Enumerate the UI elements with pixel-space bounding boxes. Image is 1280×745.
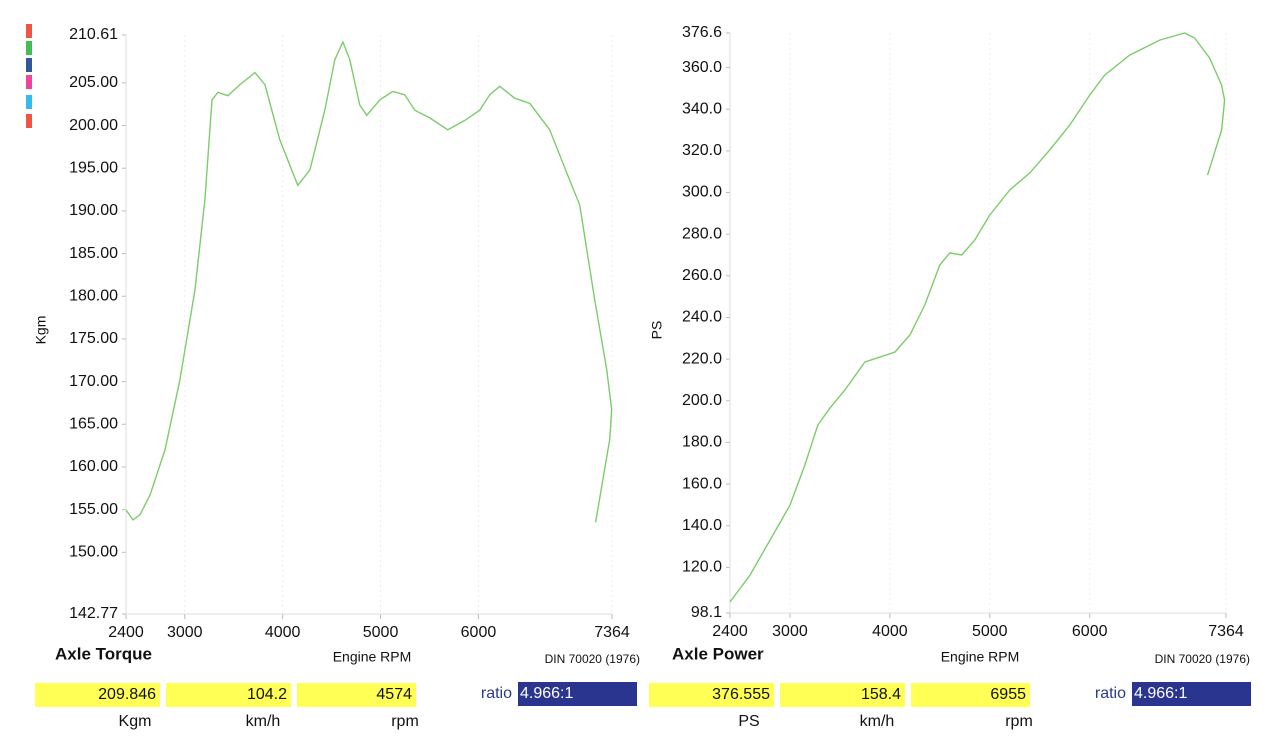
readout-value: 376.555 xyxy=(712,686,770,703)
y-tick-label: 280.0 xyxy=(682,225,722,242)
x-tick-label: 2400 xyxy=(108,624,144,641)
y-tick-label: 160.00 xyxy=(69,458,118,475)
y-tick-label: 180.0 xyxy=(682,434,722,451)
x-tick-label: 3000 xyxy=(167,624,203,641)
y-tick-label: 320.0 xyxy=(682,142,722,159)
chart: 2400 3000 4000 5000 6000 7364 98.1 120.0 140.0 16… xyxy=(649,24,1250,666)
curve xyxy=(729,32,1226,603)
chart-title: Axle Torque xyxy=(55,644,152,663)
readout-box xyxy=(780,683,905,707)
readout-unit: km/h xyxy=(860,713,895,730)
ratio-label: ratio xyxy=(481,685,512,702)
y-tick-label: 165.00 xyxy=(69,415,118,432)
readout-box xyxy=(166,683,291,707)
channel-swatches xyxy=(26,24,32,128)
y-tick-label: 200.00 xyxy=(69,117,118,134)
y-tick-label: 260.0 xyxy=(682,267,722,284)
y-tick-label: 340.0 xyxy=(682,100,722,117)
y-tick-label: 300.0 xyxy=(682,184,722,201)
y-tick-label: 142.77 xyxy=(69,605,118,622)
y-tick-label: 200.0 xyxy=(682,392,722,409)
y-tick-label: 180.00 xyxy=(69,287,118,304)
y-tick-label: 155.00 xyxy=(69,501,118,518)
swatch xyxy=(26,114,32,128)
readout-value: 4574 xyxy=(376,686,412,703)
x-tick-label: 3000 xyxy=(772,623,808,640)
x-axis-label: Engine RPM xyxy=(941,649,1020,665)
readout-value: 209.846 xyxy=(98,686,156,703)
ratio-label: ratio xyxy=(1095,685,1126,702)
readout-unit: km/h xyxy=(246,713,281,730)
y-tick-label: 195.00 xyxy=(69,159,118,176)
y-tick-label: 190.00 xyxy=(69,202,118,219)
y-axis-label: Kgm xyxy=(33,316,49,345)
y-tick-label: 120.0 xyxy=(682,559,722,576)
readout-unit: rpm xyxy=(391,713,419,730)
chart-title: Axle Power xyxy=(672,644,764,663)
readout-unit: rpm xyxy=(1005,713,1033,730)
x-tick-label: 6000 xyxy=(1072,623,1108,640)
y-tick-label: 205.00 xyxy=(69,74,118,91)
x-tick-label: 4000 xyxy=(872,623,908,640)
x-axis-label: Engine RPM xyxy=(333,649,412,665)
readout-value: 104.2 xyxy=(247,686,287,703)
x-tick-label: 6000 xyxy=(461,624,497,641)
readout-panel: 376.555 PS 158.4 km/h 6955 rpm ratio 4.966:1 xyxy=(649,682,1251,730)
y-tick-label: 376.6 xyxy=(682,24,722,41)
curve xyxy=(125,40,613,523)
x-tick-label: 2400 xyxy=(712,623,748,640)
standard-note: DIN 70020 (1976) xyxy=(1155,652,1250,666)
x-tick-label: 7364 xyxy=(594,624,630,641)
readout-box xyxy=(911,683,1030,707)
standard-note: DIN 70020 (1976) xyxy=(545,652,640,666)
readout-box xyxy=(35,683,160,707)
readout-unit: PS xyxy=(738,713,759,730)
ratio-value: 4.966:1 xyxy=(1134,685,1187,702)
y-tick-label: 240.0 xyxy=(682,309,722,326)
swatch xyxy=(26,41,32,55)
y-tick-label: 175.00 xyxy=(69,330,118,347)
y-tick-label: 170.00 xyxy=(69,373,118,390)
y-tick-label: 160.0 xyxy=(682,475,722,492)
y-tick-label: 98.1 xyxy=(691,604,722,621)
swatch xyxy=(26,95,32,109)
y-tick-label: 210.61 xyxy=(69,26,118,43)
readout-box xyxy=(297,683,416,707)
readout-value: 158.4 xyxy=(861,686,901,703)
swatch xyxy=(26,58,32,72)
readout-value: 6955 xyxy=(990,686,1026,703)
y-tick-label: 140.0 xyxy=(682,517,722,534)
x-tick-label: 7364 xyxy=(1208,623,1244,640)
readout-box xyxy=(649,683,774,707)
readout-panel: 209.846 Kgm 104.2 km/h 4574 rpm ratio 4.966:1 xyxy=(35,682,637,730)
x-tick-label: 4000 xyxy=(265,624,301,641)
y-tick-label: 220.0 xyxy=(682,350,722,367)
ratio-box xyxy=(1132,682,1251,706)
chart: 2400 3000 4000 5000 6000 7364 142.77 150.00 155.… xyxy=(33,26,640,666)
x-tick-label: 5000 xyxy=(972,623,1008,640)
readout-unit: Kgm xyxy=(119,713,152,730)
swatch xyxy=(26,75,32,89)
x-tick-label: 5000 xyxy=(363,624,399,641)
ratio-box xyxy=(518,682,637,706)
y-tick-label: 185.00 xyxy=(69,245,118,262)
y-axis-label: PS xyxy=(649,321,665,340)
y-tick-label: 360.0 xyxy=(682,59,722,76)
swatch xyxy=(26,24,32,38)
y-tick-label: 150.00 xyxy=(69,544,118,561)
ratio-value: 4.966:1 xyxy=(520,685,573,702)
